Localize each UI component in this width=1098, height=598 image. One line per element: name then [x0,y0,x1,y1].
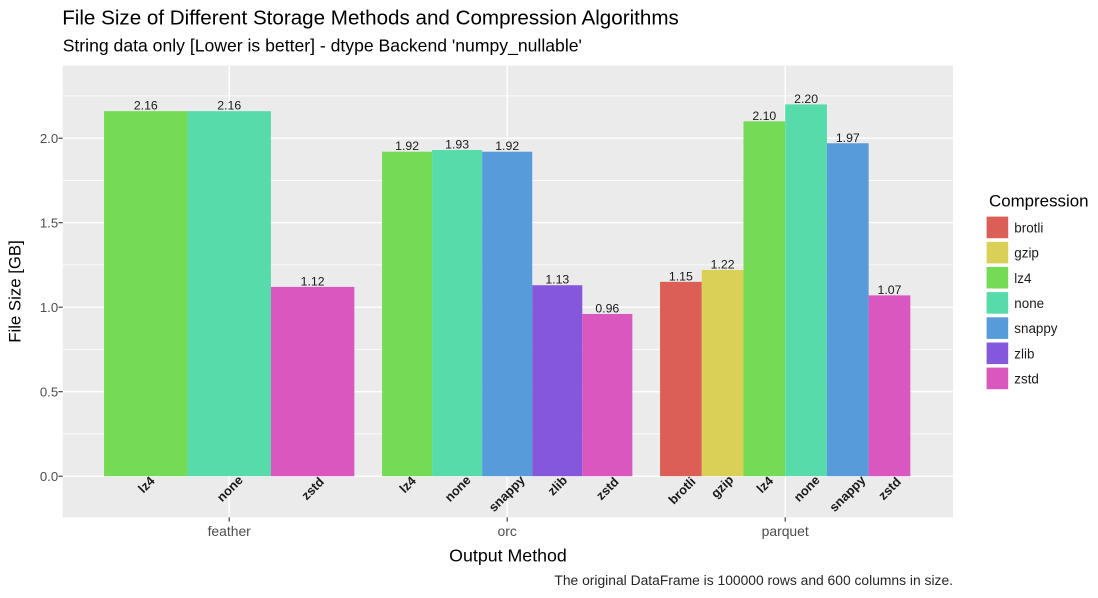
svg-text:orc: orc [498,523,517,539]
svg-text:1.97: 1.97 [836,131,860,145]
svg-text:1.13: 1.13 [545,273,569,287]
svg-text:2.16: 2.16 [134,99,158,113]
svg-text:2.0: 2.0 [40,131,58,146]
svg-text:1.0: 1.0 [40,300,58,315]
svg-text:zstd: zstd [1014,372,1039,387]
svg-text:The original DataFrame is 1000: The original DataFrame is 100000 rows an… [554,572,953,588]
svg-text:brotli: brotli [1014,221,1043,236]
svg-text:2.20: 2.20 [794,92,818,106]
svg-text:zlib: zlib [1014,346,1034,361]
svg-text:0.0: 0.0 [40,469,58,484]
svg-text:Output Method: Output Method [449,545,567,565]
svg-text:lz4: lz4 [1014,271,1032,286]
svg-text:1.93: 1.93 [445,138,469,152]
svg-text:1.92: 1.92 [495,139,519,153]
svg-text:2.16: 2.16 [217,99,241,113]
svg-text:0.5: 0.5 [40,384,58,399]
svg-text:1.15: 1.15 [669,269,693,283]
svg-text:gzip: gzip [1014,246,1039,261]
svg-text:File Size [GB]: File Size [GB] [6,240,25,343]
svg-text:2.10: 2.10 [752,109,776,123]
svg-text:none: none [1014,296,1044,311]
svg-text:snappy: snappy [1014,321,1057,336]
svg-text:1.07: 1.07 [878,283,902,297]
svg-text:1.12: 1.12 [301,274,325,288]
svg-text:String data only [Lower is bet: String data only [Lower is better] - dty… [63,36,582,57]
svg-text:1.92: 1.92 [395,139,419,153]
svg-text:1.22: 1.22 [711,258,735,272]
svg-text:0.96: 0.96 [595,302,619,316]
svg-text:Compression: Compression [989,192,1089,211]
svg-text:File Size of Different Storage: File Size of Different Storage Methods a… [62,6,679,29]
svg-text:feather: feather [208,523,252,539]
svg-text:parquet: parquet [762,523,809,539]
svg-text:1.5: 1.5 [40,215,58,230]
